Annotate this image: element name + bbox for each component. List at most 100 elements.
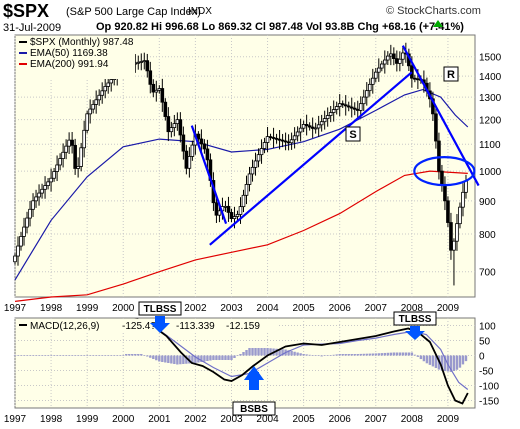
macd-histogram-bar [269, 348, 272, 356]
macd-histogram-bar [362, 353, 365, 356]
macd-histogram-bar [392, 352, 396, 356]
price-candle [337, 103, 342, 107]
macd-histogram-bar [55, 355, 59, 356]
macd-histogram-bar [221, 355, 224, 360]
price-candle [250, 166, 255, 175]
macd-histogram-bar [443, 355, 447, 372]
price-candle [340, 103, 345, 106]
macd-histogram-bar [146, 355, 149, 357]
macd-histogram-bar [209, 355, 212, 361]
macd-y-axis: 100 50 0 -50 -100 -150 [479, 322, 499, 408]
price-candle [274, 137, 279, 140]
macd-histogram-bar [155, 355, 158, 361]
macd-histogram-bar [82, 355, 86, 356]
resistance-ellipse [413, 155, 476, 187]
macd-histogram-bar [251, 348, 254, 356]
price-candle [58, 158, 62, 166]
macd-histogram-bar [395, 352, 399, 356]
macd-histogram-bar [419, 355, 423, 360]
price-candle [364, 90, 369, 98]
macd-histogram-bar [308, 354, 311, 356]
price-candle [103, 86, 107, 92]
price-candle [13, 255, 17, 263]
price-candle [262, 142, 267, 149]
price-x-tick: 2004 [256, 303, 279, 314]
macd-histogram-bar [449, 355, 453, 372]
macd-histogram-bar [28, 355, 32, 356]
macd-histogram-bar [353, 354, 356, 356]
macd-histogram-bar [212, 355, 215, 360]
macd-histogram-bar [347, 354, 350, 356]
tlbss-left-text: TLBSS [144, 304, 177, 315]
price-candle [283, 140, 288, 143]
bsbs-callout: BSBS [232, 366, 276, 416]
macd-histogram-bar [34, 355, 38, 356]
price-candle [295, 131, 300, 137]
price-x-tick: 2009 [437, 303, 460, 314]
macd-histogram-bar [203, 355, 206, 362]
macd-histogram-bar [88, 355, 92, 356]
price-candle [443, 185, 447, 202]
up-arrow-icon [244, 366, 264, 390]
price-candle [437, 140, 441, 172]
price-candle [398, 58, 402, 64]
price-x-tick: 2007 [365, 303, 388, 314]
macd-legend-box [17, 319, 277, 331]
macd-histogram-bar [94, 355, 98, 356]
price-candle [271, 137, 276, 139]
macd-histogram-bar [103, 355, 107, 356]
price-candle [343, 104, 348, 107]
macd-histogram-bar [377, 353, 380, 356]
price-candle [328, 112, 333, 116]
tlbss-left-callout: TLBSS [138, 301, 182, 333]
macd-histogram-bar [43, 355, 47, 356]
macd-y-tick: 0 [479, 352, 485, 363]
price-y-axis: 700 800 900 1000 1100 1200 1300 1400 1500 [479, 53, 502, 279]
trendline-decline-2002 [190, 125, 228, 225]
ema200-layer [14, 170, 468, 302]
macd-histogram-bar [46, 355, 50, 356]
price-candle [235, 214, 240, 217]
price-candle [298, 127, 303, 133]
price-candle [82, 129, 86, 149]
price-candle [322, 118, 327, 123]
macd-histogram-bar [413, 354, 417, 356]
macd-histogram-bar [290, 351, 293, 356]
price-candle [355, 108, 360, 111]
price-candle [413, 77, 417, 80]
date-label: 31-Jul-2009 [3, 22, 62, 34]
macd-histogram-bar [350, 354, 353, 356]
price-candle [244, 184, 249, 196]
macd-histogram-bar [428, 355, 432, 365]
r-label-text: R [447, 69, 455, 81]
price-candle [46, 181, 50, 186]
price-candle [91, 104, 95, 110]
macd-histogram-bar [79, 355, 83, 356]
macd-histogram-bar [314, 355, 317, 356]
macd-histogram-bar [152, 355, 155, 359]
macd-histogram-bar [287, 350, 290, 356]
price-candle [458, 206, 462, 225]
price-candle [49, 177, 53, 183]
macd-histogram-bar [140, 354, 143, 356]
macd-histogram-bar [52, 355, 56, 356]
price-candle [67, 139, 71, 147]
price-candle [358, 103, 363, 111]
price-candle [452, 240, 456, 251]
price-candle [313, 127, 318, 130]
s-label-text: S [349, 129, 356, 141]
price-x-tick: 1998 [40, 303, 63, 314]
price-candle [28, 208, 32, 219]
price-candle [223, 205, 228, 208]
price-candle [238, 206, 243, 215]
macd-histogram-bar [134, 354, 137, 356]
macd-histogram-bar [389, 352, 393, 356]
price-candle [106, 82, 111, 87]
price-x-tick: 2002 [184, 303, 207, 314]
macd-histogram-bar [440, 355, 444, 371]
macd-histogram-bar [374, 353, 377, 356]
macd-histogram-bar [410, 352, 414, 356]
exchange-label: INDX [188, 6, 212, 17]
price-y-tick: 1300 [479, 93, 502, 104]
price-candle [268, 136, 273, 139]
